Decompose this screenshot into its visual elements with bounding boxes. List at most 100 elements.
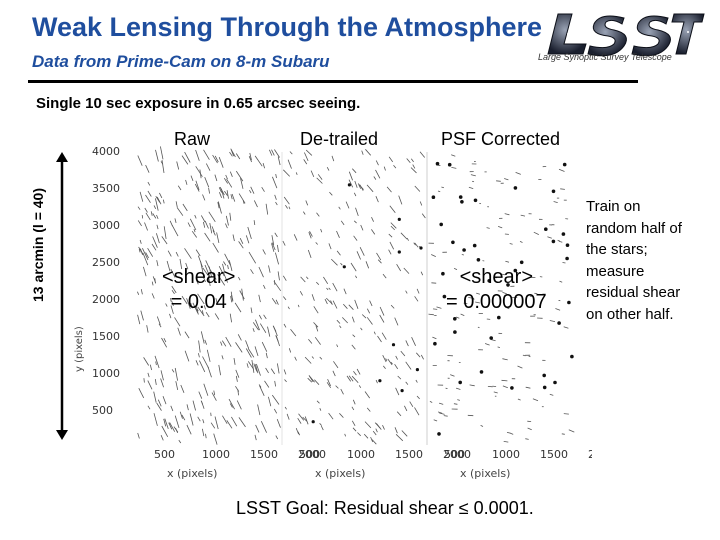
whisker [156,402,162,411]
panel-label-psf-corrected: PSF Corrected [441,129,561,149]
whisker [395,355,398,360]
whisker [268,396,272,407]
whisker [226,420,233,429]
whisker [258,294,261,303]
whisker [502,292,507,295]
whisker [300,276,306,283]
whisker [204,232,211,242]
whisker [195,149,200,161]
whisker [415,379,418,383]
x-axis-label-1: x (pixels) [167,467,217,480]
whisker [502,385,508,389]
whisker [394,317,399,326]
star-dot [441,271,445,276]
whisker [288,206,291,210]
whisker [230,296,233,303]
whisker [185,179,188,185]
whisker [152,213,157,219]
x-tick-label: 1500 [540,448,568,461]
star-dot [435,161,440,166]
whisker [202,267,210,277]
whisker [151,243,157,251]
whisker [389,241,395,250]
whisker [287,159,292,169]
whisker [351,344,356,350]
whisker [189,413,194,426]
corrected-shear-value: <shear> = 0.000007 [446,265,547,315]
x-tick-label: 500 [299,448,320,461]
whisker [309,231,313,237]
whisker [167,250,172,257]
whisker [259,323,267,334]
whisker [210,422,216,429]
whisker [455,387,461,390]
x-tick-label: 500 [154,448,175,461]
whisker [140,289,143,295]
whisker [342,317,348,324]
whisker [233,358,236,365]
whisker [215,298,218,305]
whisker [381,332,387,340]
star-dot [489,336,494,340]
whisker [355,207,359,217]
whisker [388,249,392,255]
whisker [147,190,152,197]
whisker [314,336,321,345]
whisker [208,275,211,286]
method-note-line: measure [586,262,645,280]
whisker [282,275,287,281]
slide-title: Weak Lensing Through the Atmosphere [32,12,543,42]
whisker [163,418,167,427]
whisker [414,407,420,416]
whisker [145,194,151,203]
star-dot [551,239,556,244]
whisker [166,260,171,272]
star-dot [415,368,419,372]
whisker [141,215,144,219]
whisker [377,335,382,343]
corrected-shear-line2: = 0.000007 [446,291,547,313]
whisker [503,441,509,443]
whisker [284,406,287,410]
logo-tagline: Large Synoptic Survey Telescope [538,52,672,62]
whisker [203,383,209,396]
whisker [293,234,298,241]
whisker [198,391,203,399]
whisker [559,280,563,283]
whisker [274,194,277,200]
whisker [419,151,426,158]
whisker [525,386,531,389]
whisker [197,416,201,422]
whisker [196,281,199,285]
whisker [394,427,398,434]
whisker [175,428,178,434]
whisker [222,271,228,283]
whisker [161,236,168,245]
whisker [375,428,378,433]
star-dot [497,315,501,320]
whisker [139,239,142,244]
whisker [348,171,353,181]
whisker [273,408,278,414]
whisker [224,253,231,266]
whisker [403,267,410,274]
whisker [310,170,315,178]
whisker [225,174,228,180]
whisker [457,399,461,401]
star-dot [442,294,447,299]
whisker [405,290,408,294]
whisker [263,284,266,289]
whisker [228,260,233,271]
whisker [265,367,269,374]
whisker [147,247,154,257]
whisker [416,395,420,400]
whisker [311,294,315,301]
whisker [245,340,249,349]
whisker [416,352,421,358]
whisker [235,342,243,353]
whisker [253,220,256,226]
whisker [275,201,278,206]
whisker [218,266,225,277]
whisker [254,364,259,374]
whisker [429,401,433,403]
